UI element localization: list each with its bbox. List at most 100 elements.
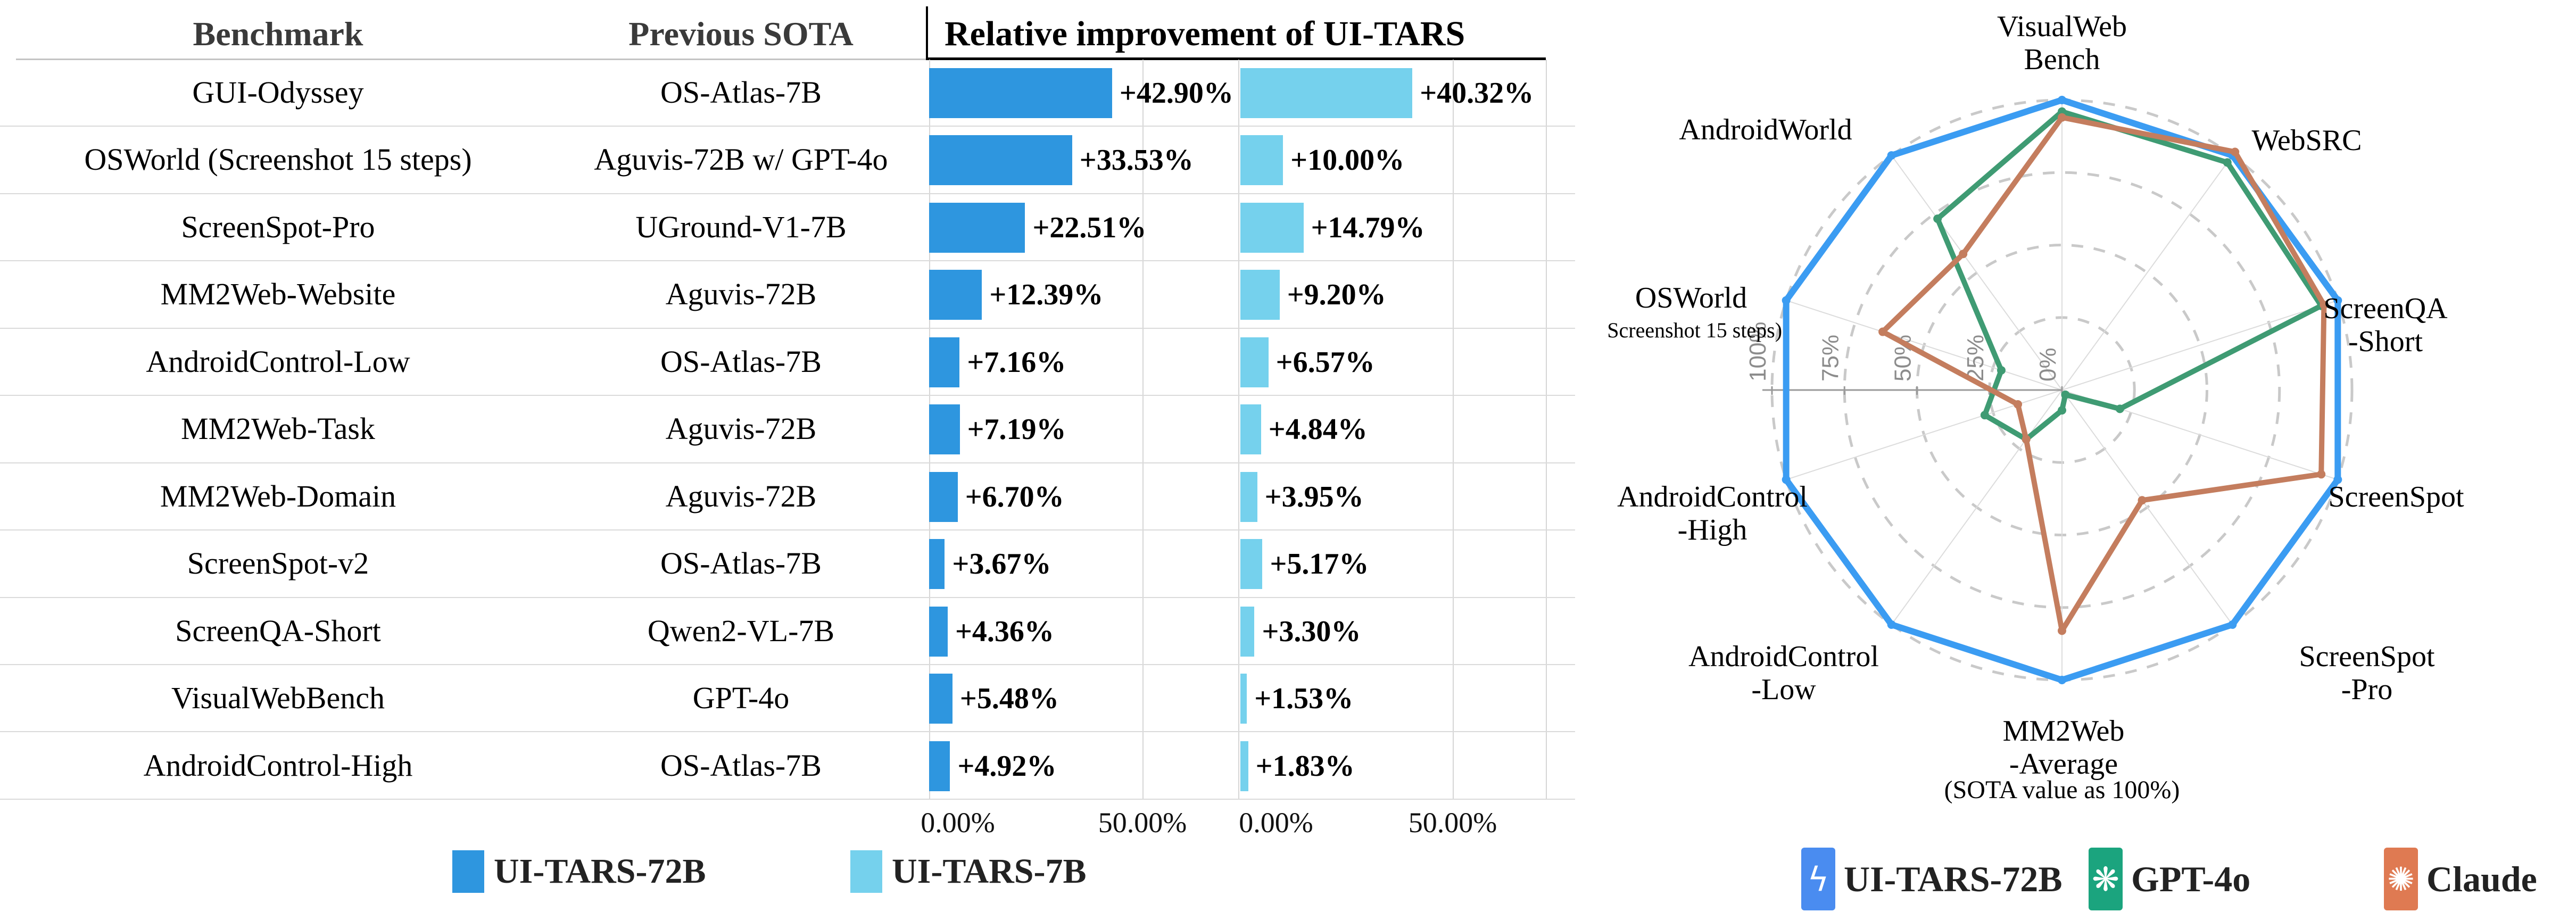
table-row: AndroidControl-High OS-Atlas-7B +4.92% +1.8…: [0, 733, 1575, 800]
previous-sota-name: OS-Atlas-7B: [660, 344, 822, 379]
bar-track-ui_tars_72b: +3.67%: [929, 539, 1235, 590]
radar-tick-label: 0%: [2035, 347, 2061, 382]
benchmark-table: Benchmark Previous SOTA Relative improve…: [0, 6, 1575, 893]
table-row: MM2Web-Task Aguvis-72B +7.19% +4.84%: [0, 396, 1575, 463]
bar-value-label: +10.00%: [1290, 144, 1405, 177]
radar-vertex: [2058, 406, 2066, 415]
bar-ui_tars_72b: [929, 741, 950, 791]
radar-vertex: [1782, 475, 1791, 484]
bar-ui_tars_72b: [929, 270, 982, 320]
table-row: ScreenQA-Short Qwen2-VL-7B +4.36% +3.30%: [0, 598, 1575, 666]
bar-ui_tars_7b: [1240, 674, 1247, 724]
bar-track-ui_tars_72b: +7.16%: [929, 337, 1235, 387]
radar-vertex: [1959, 250, 1968, 259]
bar-ui_tars_7b: [1240, 404, 1261, 455]
previous-sota-name: GPT-4o: [692, 681, 790, 716]
column-header-previous-sota: Previous SOTA: [628, 15, 854, 53]
radar-axis-label-ScreenQA-Short: ScreenQA -Short: [2323, 292, 2448, 358]
bar-track-ui_tars_7b: +1.53%: [1240, 674, 1546, 724]
radar-axis-label-WebSRC: WebSRC: [2251, 124, 2362, 157]
radar-vertex: [1997, 366, 2006, 375]
bar-value-label: +14.79%: [1311, 211, 1425, 244]
radar-spoke: [2061, 389, 2233, 625]
bar-ui_tars_72b: [929, 471, 958, 522]
bar-value-label: +6.57%: [1275, 345, 1375, 379]
radar-vertex: [2333, 475, 2342, 484]
bar-value-label: +4.92%: [957, 749, 1057, 783]
table-row: MM2Web-Domain Aguvis-72B +6.70% +3.95%: [0, 463, 1575, 531]
bar-value-label: +7.19%: [967, 413, 1066, 446]
bar-ui_tars_7b: [1240, 539, 1263, 590]
bar-ui_tars_7b: [1240, 135, 1283, 186]
bar-track-ui_tars_72b: +42.90%: [929, 68, 1235, 118]
gridline-colA-50: [1142, 60, 1144, 800]
radar-spoke: [1891, 389, 2063, 625]
ui-tars-7b-swatch: [850, 850, 882, 893]
table-row: GUI-Odyssey OS-Atlas-7B +42.90% +40.32%: [0, 60, 1575, 127]
previous-sota-name: Aguvis-72B w/ GPT-4o: [594, 142, 888, 177]
bar-ui_tars_7b: [1240, 270, 1280, 320]
bar-value-label: +4.84%: [1268, 413, 1368, 446]
table-row: VisualWebBench GPT-4o +5.48% +1.53%: [0, 665, 1575, 733]
gridline-colB-50: [1453, 60, 1454, 800]
ui-tars-72b-swatch: [452, 850, 484, 893]
radar-spoke: [2061, 155, 2233, 391]
benchmark-name: MM2Web-Website: [160, 277, 396, 312]
radar-vertex: [1887, 151, 1896, 160]
x-axis-tick: 0.00%: [921, 807, 995, 839]
bar-value-label: +4.36%: [955, 615, 1054, 648]
column-header-improvement: Relative improvement of UI-TARS: [945, 14, 1465, 53]
bar-track-ui_tars_72b: +22.51%: [929, 202, 1235, 253]
claude-logo-icon: ✺: [2384, 848, 2418, 910]
radar-axis-label-ScreenSpot-Pro: ScreenSpot -Pro: [2299, 640, 2435, 706]
table-row: ScreenSpot-Pro UGround-V1-7B +22.51% +14.79…: [0, 194, 1575, 262]
bar-value-label: +40.32%: [1420, 77, 1534, 110]
radar-chart: 100% 75% 50% 25% 0% VisualWeb Bench WebSRC Scree…: [1607, 0, 2576, 910]
radar-spoke: [1786, 300, 2063, 391]
column-header-benchmark: Benchmark: [193, 15, 363, 53]
radar-series-Claude: [1880, 114, 2327, 634]
radar-axis-label-OSWorld (Screenshot 15 steps): OSWorld (Screenshot 15 steps): [1607, 281, 1782, 342]
radar-axis-label-ScreenSpot: ScreenSpot: [2328, 480, 2464, 513]
bar-value-label: +7.16%: [967, 345, 1066, 379]
bar-ui_tars_72b: [929, 337, 960, 387]
radar-vertex: [2231, 147, 2240, 156]
bar-value-label: +33.53%: [1079, 144, 1194, 177]
bar-ui_tars_7b: [1240, 337, 1269, 387]
radar-vertex: [2014, 400, 2023, 409]
bar-ui_tars_72b: [929, 539, 945, 590]
radar-plot: 100% 75% 50% 25% 0%VisualWeb BenchWebSRCScree…: [1607, 10, 2464, 804]
bar-track-ui_tars_72b: +6.70%: [929, 471, 1235, 522]
radar-tick-label: 75%: [1817, 335, 1843, 382]
bar-ui_tars_7b: [1240, 202, 1304, 253]
bar-value-label: +3.30%: [1262, 615, 1361, 648]
benchmark-name: GUI-Odyssey: [192, 75, 364, 110]
previous-sota-name: OS-Atlas-7B: [660, 75, 822, 110]
radar-legend-item-GPT-4o: ❋ GPT-4o: [2089, 846, 2250, 912]
radar-spoke: [2061, 300, 2338, 391]
radar-vertex: [2058, 626, 2066, 635]
bar-track-ui_tars_72b: +12.39%: [929, 270, 1235, 320]
table-row: AndroidControl-Low OS-Atlas-7B +7.16% +6.57…: [0, 329, 1575, 396]
radar-legend-item-Claude: ✺ Claude: [2384, 846, 2537, 912]
radar-vertex: [2061, 390, 2070, 399]
bar-ui_tars_7b: [1240, 471, 1257, 522]
bar-value-label: +12.39%: [989, 278, 1104, 312]
bar-ui_tars_72b: [929, 68, 1112, 118]
bar-track-ui_tars_72b: +5.48%: [929, 674, 1235, 724]
bar-track-ui_tars_7b: +5.17%: [1240, 539, 1546, 590]
table-row: MM2Web-Website Aguvis-72B +12.39% +9.20%: [0, 261, 1575, 329]
bar-value-label: +1.53%: [1254, 682, 1354, 716]
bar-ui_tars_72b: [929, 606, 948, 657]
bar-legend-item-72b: UI-TARS-72B: [452, 850, 706, 893]
legend-label: UI-TARS-7B: [892, 852, 1087, 891]
previous-sota-name: OS-Atlas-7B: [660, 748, 822, 783]
legend-label: UI-TARS-72B: [1844, 858, 2063, 899]
bar-track-ui_tars_72b: +4.36%: [929, 606, 1235, 657]
bar-value-label: +3.67%: [952, 548, 1051, 581]
benchmark-name: AndroidControl-Low: [146, 344, 410, 379]
benchmark-name: MM2Web-Task: [181, 411, 375, 446]
bar-ui_tars_72b: [929, 135, 1072, 186]
bar-track-ui_tars_7b: +9.20%: [1240, 270, 1546, 320]
